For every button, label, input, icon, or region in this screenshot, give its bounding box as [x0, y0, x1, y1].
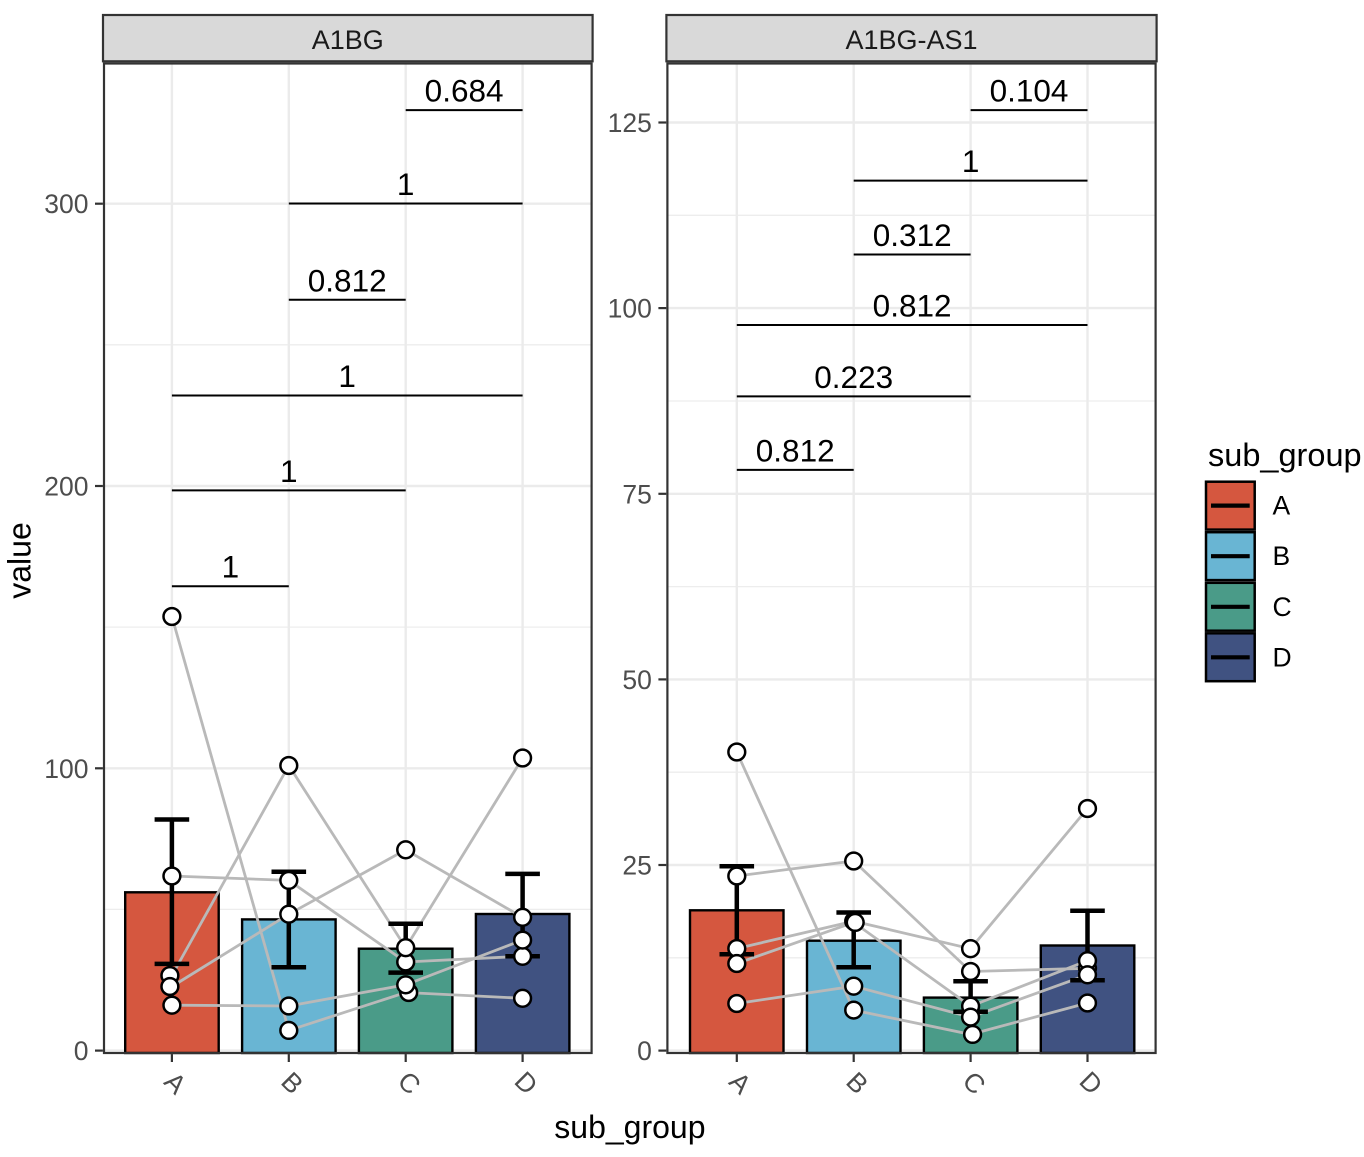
svg-text:0.812: 0.812: [873, 288, 952, 324]
svg-text:1: 1: [280, 453, 298, 489]
svg-text:C: C: [1273, 592, 1292, 622]
svg-text:300: 300: [44, 189, 88, 219]
svg-text:1: 1: [338, 358, 356, 394]
svg-text:1: 1: [222, 549, 240, 585]
svg-text:A: A: [1273, 491, 1291, 521]
svg-text:0: 0: [74, 1036, 89, 1066]
svg-text:0.684: 0.684: [425, 73, 504, 109]
svg-text:50: 50: [622, 665, 651, 695]
svg-text:1: 1: [962, 143, 980, 179]
svg-text:125: 125: [608, 108, 652, 138]
svg-text:0.812: 0.812: [756, 432, 835, 468]
svg-text:0: 0: [637, 1036, 652, 1066]
svg-text:B: B: [1273, 541, 1291, 571]
svg-text:1: 1: [397, 166, 415, 202]
svg-text:0.312: 0.312: [873, 217, 952, 253]
svg-text:75: 75: [622, 479, 651, 509]
svg-text:sub_group: sub_group: [554, 1109, 705, 1145]
svg-text:100: 100: [608, 294, 652, 324]
svg-text:0.104: 0.104: [990, 73, 1069, 109]
svg-text:0.812: 0.812: [308, 262, 387, 298]
svg-text:200: 200: [44, 472, 88, 502]
svg-text:sub_group: sub_group: [1208, 437, 1362, 473]
svg-text:A1BG-AS1: A1BG-AS1: [845, 25, 977, 55]
svg-text:D: D: [1273, 642, 1292, 672]
svg-text:A1BG: A1BG: [312, 25, 384, 55]
svg-text:25: 25: [622, 851, 651, 881]
svg-text:100: 100: [44, 754, 88, 784]
svg-text:0.223: 0.223: [814, 359, 893, 395]
svg-text:value: value: [2, 522, 38, 599]
